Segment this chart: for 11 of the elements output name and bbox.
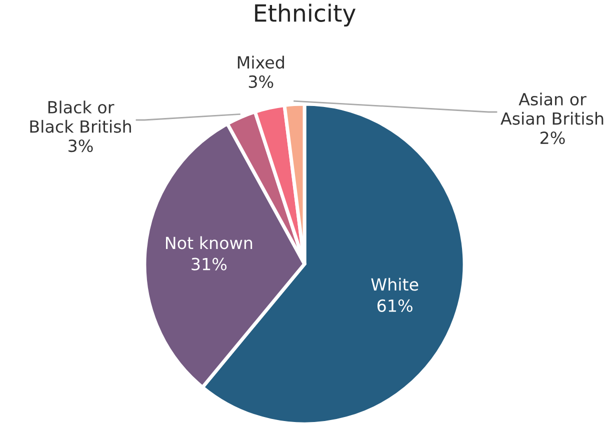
data-label: 2% [540, 132, 565, 144]
slice-label: Asian or Asian British [500, 92, 604, 125]
data-label: 3% [68, 140, 93, 152]
slice-label: Not known [166, 236, 252, 250]
slice-label: Black or Black British [30, 100, 131, 133]
slice-label: White [371, 278, 418, 291]
data-label: 31% [192, 258, 227, 270]
data-label: 3% [248, 75, 274, 88]
slice-label: Mixed [238, 56, 284, 69]
data-label: 61% [377, 299, 412, 312]
chart-title: Ethnicity [255, 4, 356, 27]
